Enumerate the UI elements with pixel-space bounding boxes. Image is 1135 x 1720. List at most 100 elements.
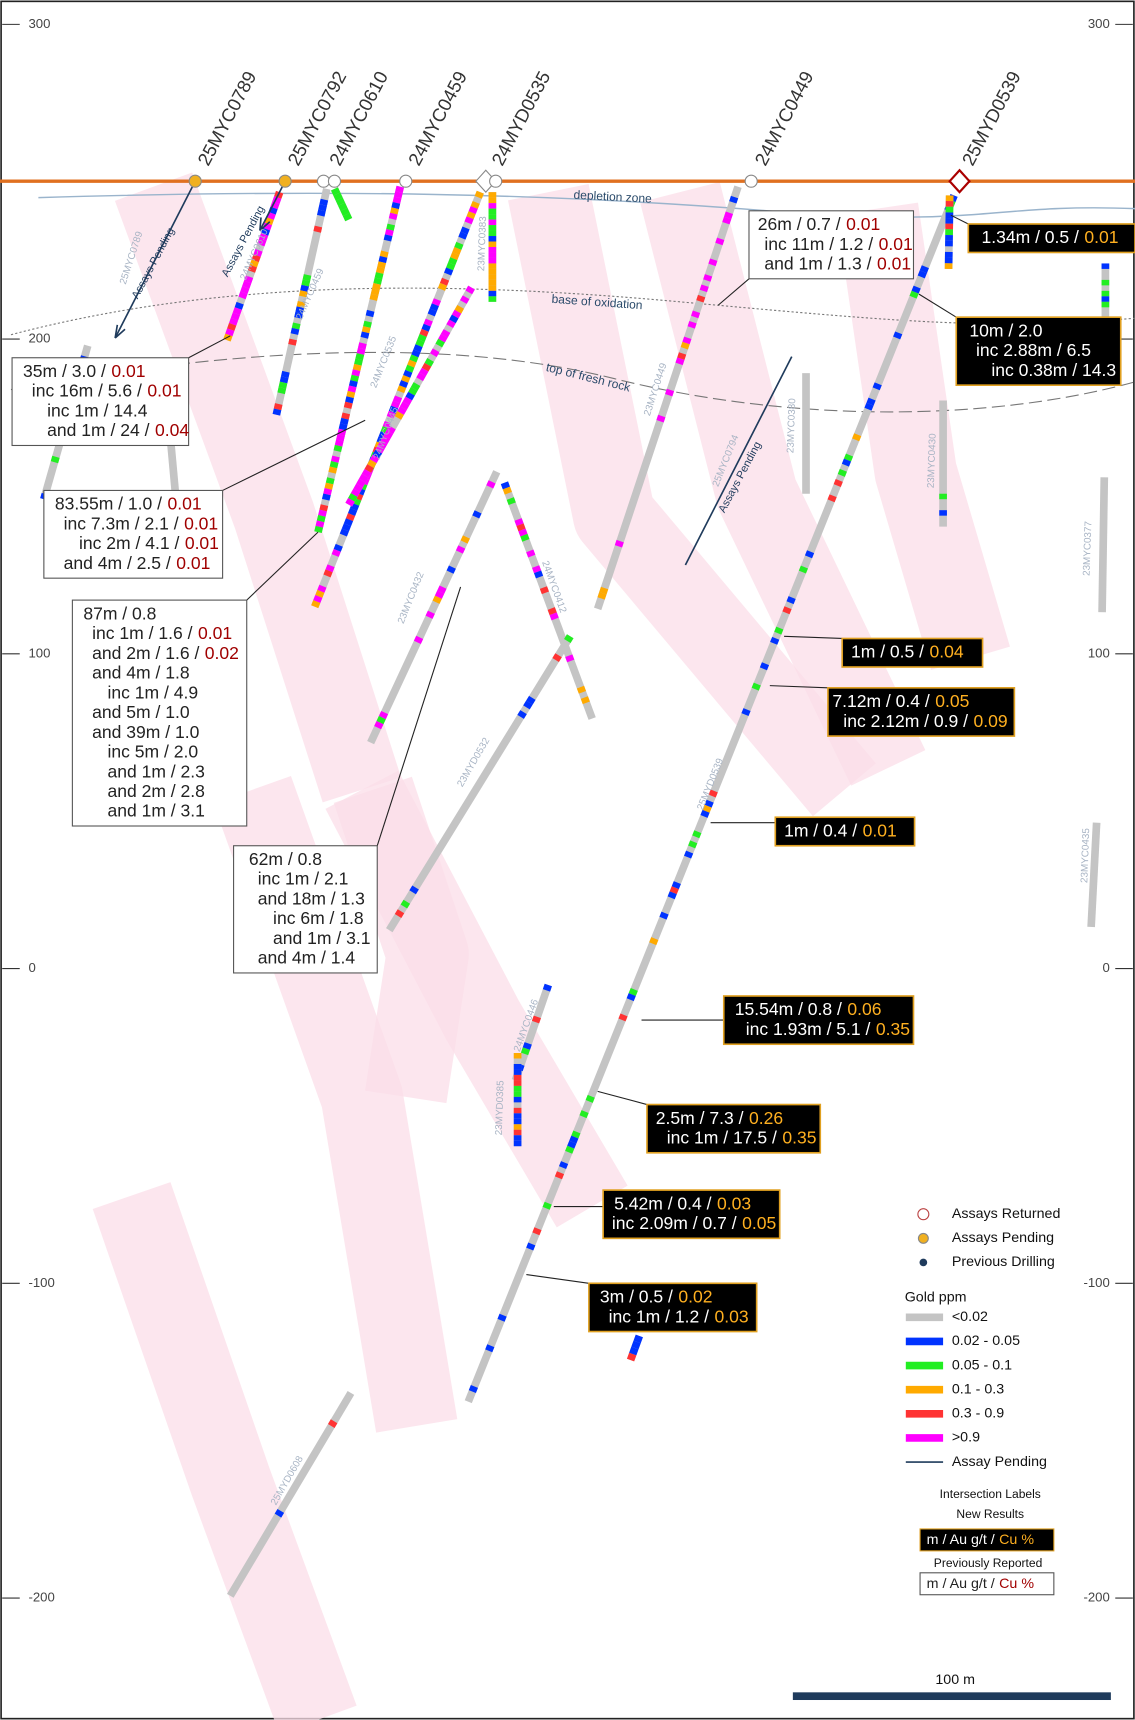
- assay-interval: [798, 565, 808, 574]
- label-cu: 0.01: [198, 623, 232, 643]
- assay-interval: [402, 396, 413, 406]
- assay-interval: [334, 439, 344, 447]
- label-cu: 0.02: [678, 1286, 712, 1306]
- assay-interval: [382, 421, 392, 429]
- assay-interval: [424, 358, 434, 367]
- label-main: inc 7.3m / 2.1 /: [64, 513, 179, 533]
- assay-interval: [585, 1094, 595, 1103]
- zone: [836, 202, 1010, 670]
- assay-interval: [410, 382, 421, 391]
- assay-interval: [407, 359, 417, 368]
- assay-interval: [741, 708, 751, 717]
- assay-interval: [314, 525, 324, 534]
- label-cu: 0.01: [147, 380, 181, 400]
- assay-interval: [531, 1015, 541, 1024]
- label-line: and 2m / 2.8: [107, 781, 204, 801]
- label-box: [748, 210, 915, 280]
- assay-interval: [759, 662, 770, 671]
- assay-interval: [377, 261, 387, 269]
- legend-title: Gold ppm: [905, 1289, 967, 1305]
- label-cu: 0.09: [974, 710, 1008, 730]
- label-main: and 5m / 1.0: [92, 702, 190, 722]
- assay-interval: [715, 237, 725, 246]
- assay-interval: [354, 492, 364, 501]
- assay-interval: [351, 369, 361, 377]
- legend-label: Assays Pending: [952, 1230, 1054, 1246]
- label-line: and 2m / 1.6 / 0.02: [92, 642, 239, 662]
- assay-interval: [302, 274, 312, 282]
- assay-interval: [393, 191, 403, 199]
- label-line: inc 5m / 2.0: [107, 741, 198, 761]
- collar: [744, 174, 758, 188]
- label-line: 1.34m / 0.5 /0.01: [981, 227, 1118, 247]
- assay-interval: [405, 391, 415, 401]
- assay-interval: [687, 320, 697, 329]
- legend-label: Assays Returned: [952, 1206, 1061, 1222]
- label-line: and 1m / 3.1: [273, 928, 370, 948]
- assay-interval: [417, 334, 427, 342]
- label-line: 10m / 2.0: [969, 320, 1042, 340]
- assay-interval: [330, 455, 340, 463]
- assay-interval: [323, 488, 333, 496]
- collar: [399, 174, 413, 188]
- assay-interval: [458, 231, 468, 240]
- assay-interval: [356, 347, 366, 355]
- assay-interval: [470, 200, 480, 209]
- assay-interval: [474, 190, 484, 199]
- label-main: inc 5m / 2.0: [107, 741, 198, 761]
- assay-interval: [394, 411, 404, 420]
- assay-interval: [345, 396, 354, 404]
- assay-interval: [597, 592, 607, 600]
- mineral-zones: [92, 172, 1010, 1720]
- arrow-head: [114, 324, 126, 339]
- label-main: and 2m / 2.8: [107, 781, 204, 801]
- assay-interval: [399, 380, 409, 389]
- assay-interval: [242, 280, 252, 289]
- assay-interval: [691, 310, 701, 319]
- assay-interval: [348, 380, 358, 388]
- oxidation-line: [10, 287, 1135, 336]
- assay-interval: [552, 653, 562, 663]
- pending-hole: [684, 356, 793, 566]
- assay-interval: [415, 339, 425, 348]
- assay-interval: [517, 710, 527, 719]
- pending-hole: [114, 180, 196, 339]
- assay-interval: [454, 241, 464, 250]
- label-line: 1m / 0.5 / 0.04: [851, 641, 964, 661]
- label-main: inc 1.93m / 5.1 /: [746, 1019, 871, 1039]
- assay-interval: [419, 367, 429, 377]
- assay-interval: [301, 279, 311, 287]
- assay-interval: [667, 891, 677, 900]
- assay-interval: [526, 549, 536, 558]
- assay-interval: [542, 1201, 552, 1210]
- assay-interval: [579, 1110, 589, 1119]
- legend-key-text: m / Au g/t / Cu %: [927, 1576, 1035, 1592]
- label-main: 83.55m / 1.0 /: [55, 493, 162, 513]
- label-line: inc 1.93m / 5.1 /0.35: [746, 1019, 911, 1039]
- assay-interval: [229, 317, 239, 326]
- tick-label: 100: [29, 645, 51, 660]
- label-line: and 1m / 24 / 0.04: [47, 420, 189, 440]
- assay-interval: [599, 586, 609, 595]
- label-line: 62m / 0.8: [249, 849, 322, 869]
- assay-interval: [319, 504, 329, 512]
- tick-label: -100: [29, 1275, 55, 1290]
- label-cu: 0.35: [782, 1127, 816, 1147]
- assay-interval: [872, 382, 882, 391]
- drill-trace: [386, 634, 574, 933]
- hole-label: 23MYD0385: [494, 1080, 507, 1136]
- legend-marker: [919, 1258, 928, 1267]
- assay-interval: [468, 1385, 478, 1393]
- assay-interval: [370, 288, 380, 296]
- label-box: [827, 687, 1016, 737]
- assay-interval: [675, 357, 685, 366]
- assay-interval: [413, 635, 424, 644]
- assay-interval: [506, 497, 516, 506]
- assay-interval: [328, 466, 338, 474]
- label-box: [955, 316, 1122, 386]
- assay-interval: [350, 488, 361, 497]
- legend-label: Previous Drilling: [952, 1254, 1055, 1270]
- assay-interval: [565, 1145, 575, 1154]
